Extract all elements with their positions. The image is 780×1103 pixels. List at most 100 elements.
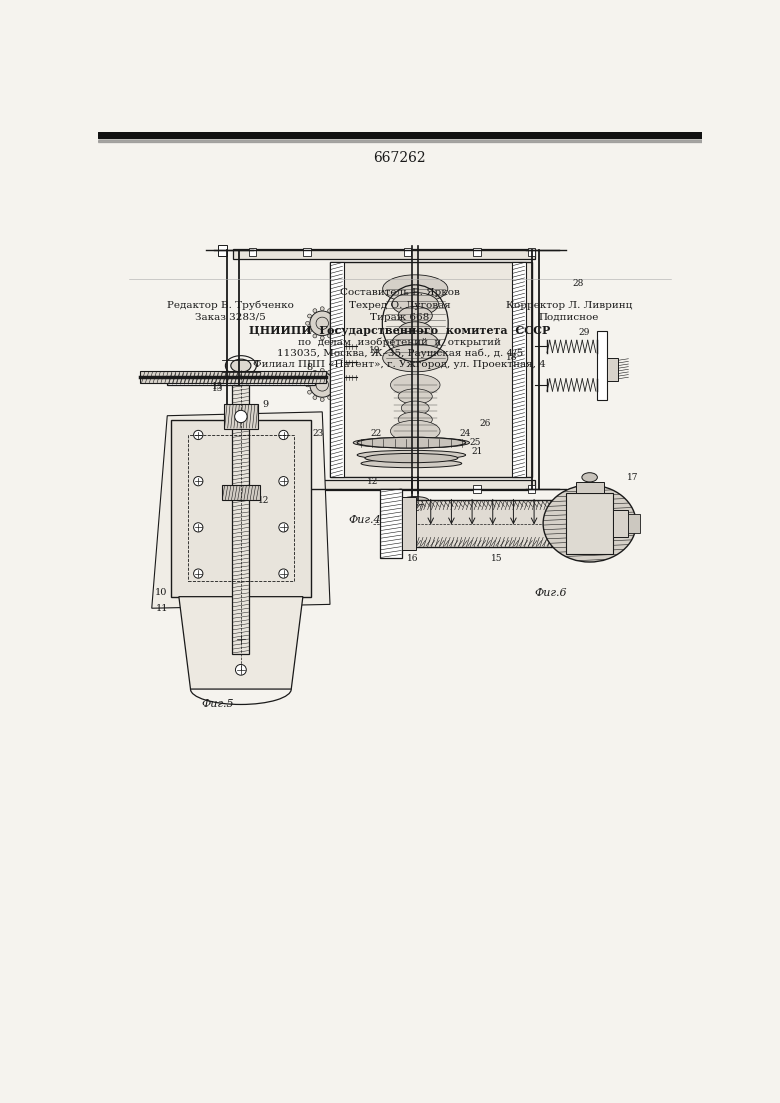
Bar [188,435,293,581]
Text: 13: 13 [212,382,223,390]
Polygon shape [179,597,303,689]
Ellipse shape [399,411,432,427]
Bar [597,331,607,400]
Text: 18: 18 [506,353,518,363]
Text: 22: 22 [370,429,382,438]
Bar [473,248,481,256]
Ellipse shape [357,437,466,448]
Text: Филиал ППП «Патент», г. Ужгород, ул. Проектная, 4: Филиал ППП «Патент», г. Ужгород, ул. Про… [254,361,546,370]
Bar [232,385,250,654]
Circle shape [236,633,246,644]
Ellipse shape [391,420,440,442]
Circle shape [307,376,311,379]
Bar [415,501,570,547]
Ellipse shape [402,496,429,504]
Ellipse shape [357,450,466,460]
Circle shape [193,569,203,578]
Text: 12: 12 [258,496,270,505]
Circle shape [307,329,311,333]
Text: 19: 19 [369,345,381,355]
Bar [171,419,310,597]
Bar [402,496,416,550]
Circle shape [235,410,247,422]
Circle shape [193,430,203,440]
Circle shape [332,343,340,351]
Circle shape [279,523,288,532]
Circle shape [307,390,311,394]
Text: 13: 13 [212,384,223,394]
Bar [167,373,314,385]
Bar [527,248,535,256]
Bar [576,482,604,493]
Bar [566,493,613,555]
Ellipse shape [399,388,432,404]
Text: 24: 24 [460,429,471,438]
Circle shape [310,373,335,397]
Circle shape [333,314,337,318]
Text: 21: 21 [472,448,483,457]
Text: Техред О. Луговая: Техред О. Луговая [349,301,451,310]
Text: Заказ 3283/5: Заказ 3283/5 [195,312,266,322]
Text: 23: 23 [313,429,324,438]
Ellipse shape [391,374,440,396]
Circle shape [313,334,317,338]
Circle shape [321,397,324,401]
Ellipse shape [399,322,432,340]
Bar [303,485,310,493]
Bar [607,358,619,381]
Bar [403,248,411,256]
Text: 27: 27 [413,504,425,513]
Text: Тираж 668: Тираж 668 [370,312,429,322]
Bar [222,485,261,501]
Circle shape [328,396,331,399]
Circle shape [306,383,310,387]
Circle shape [193,476,203,485]
Circle shape [307,314,311,318]
Bar [527,485,535,493]
Ellipse shape [361,459,462,468]
Circle shape [279,476,288,485]
Ellipse shape [543,485,636,563]
Circle shape [328,334,331,338]
Circle shape [333,390,337,394]
Circle shape [321,368,324,372]
Text: Редактор В. Трубченко: Редактор В. Трубченко [167,301,294,310]
Bar [233,248,535,259]
Bar [98,132,702,138]
Text: 10: 10 [155,588,167,598]
Ellipse shape [392,292,438,315]
Bar [512,261,526,478]
Text: Фиг.5: Фиг.5 [201,699,234,709]
Text: Подписное: Подписное [539,312,599,322]
Circle shape [321,336,324,340]
Text: 113035, Москва, Ж–35, Раушская наб., д. 4/5: 113035, Москва, Ж–35, Раушская наб., д. … [277,349,523,358]
Circle shape [236,664,246,675]
Text: 12: 12 [367,476,378,485]
Bar [629,514,640,533]
Text: 8: 8 [307,364,313,373]
Ellipse shape [399,307,432,325]
Ellipse shape [353,437,470,448]
Ellipse shape [365,453,458,462]
Bar [249,485,257,493]
Ellipse shape [392,331,438,354]
Circle shape [335,383,339,387]
Polygon shape [152,411,330,608]
Circle shape [333,329,337,333]
Circle shape [193,523,203,532]
Ellipse shape [383,275,448,302]
Ellipse shape [231,360,251,372]
Text: Корректор Л. Ливринц: Корректор Л. Ливринц [505,301,633,310]
Text: 29: 29 [579,328,590,338]
Bar [473,485,481,493]
Circle shape [310,311,335,335]
Text: 28: 28 [573,279,583,288]
Circle shape [279,430,288,440]
Ellipse shape [383,344,448,372]
Text: 25: 25 [470,438,480,447]
Circle shape [279,569,288,578]
Text: ЦНИИПИ  Государственного  комитета  СССР: ЦНИИПИ Государственного комитета СССР [249,324,551,335]
Ellipse shape [582,473,597,482]
Circle shape [251,489,259,496]
Bar [613,510,629,537]
